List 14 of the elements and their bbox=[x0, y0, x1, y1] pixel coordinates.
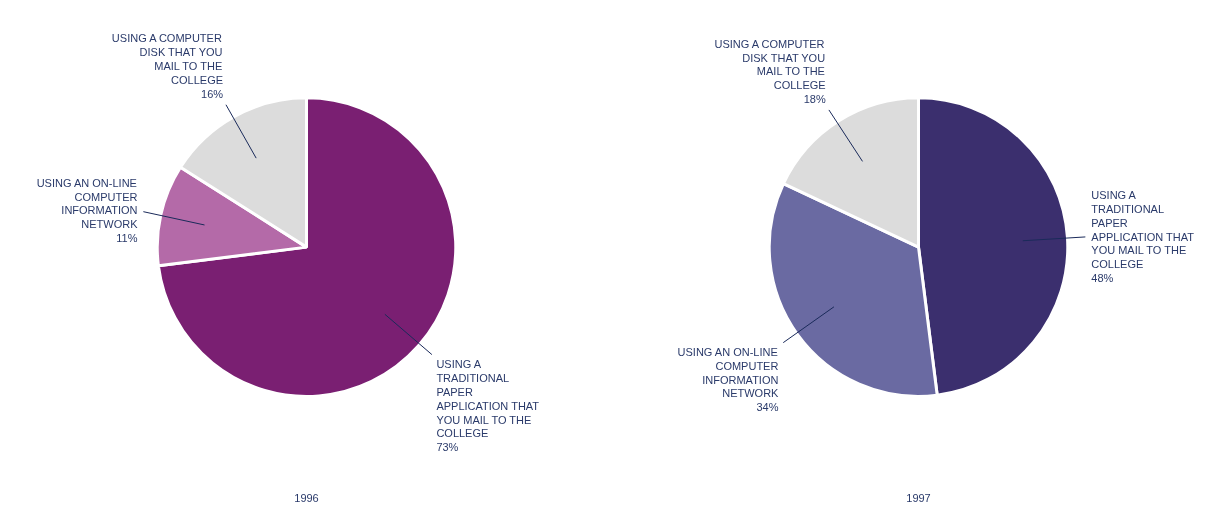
text: 1997 bbox=[906, 491, 931, 504]
slice-label: USING AN ON-LINE COMPUTER INFORMATION NETWORK bbox=[677, 346, 780, 400]
data-label: 48% bbox=[1091, 271, 1114, 284]
data-label: 73% bbox=[436, 441, 459, 454]
data-label: 11% bbox=[116, 232, 138, 245]
slice-label: USING A COMPUTER DISK THAT YOU MAIL TO THE COLLEGE bbox=[714, 37, 826, 92]
data-label: 18% bbox=[803, 93, 826, 106]
slice-label: USING A TRADITIONAL PAPER APPLICATION THAT YOU MAIL TO THE COLLEGE bbox=[436, 358, 540, 440]
slice-label: USING AN ON-LINE COMPUTER INFORMATION NETWORK bbox=[36, 176, 139, 231]
text: 1996 bbox=[294, 491, 319, 504]
slice-label: USING A TRADITIONAL PAPER APPLICATION THAT YOU MAIL TO THE COLLEGE bbox=[1091, 189, 1195, 271]
data-label: 16% bbox=[201, 87, 224, 100]
slice-label: USING A COMPUTER DISK THAT YOU MAIL TO THE COLLEGE bbox=[111, 32, 224, 86]
data-label: 34% bbox=[756, 401, 779, 414]
